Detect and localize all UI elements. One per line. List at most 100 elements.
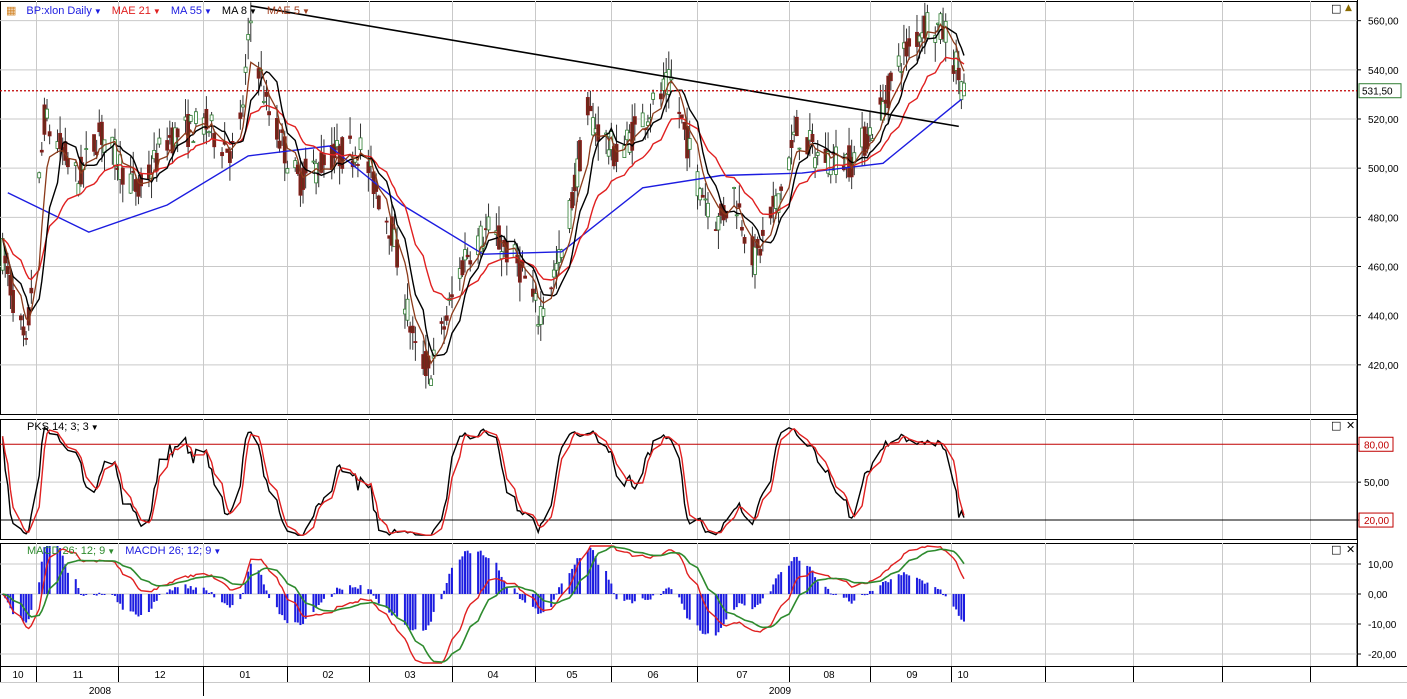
macdh-bar bbox=[592, 550, 595, 594]
candle-body bbox=[907, 38, 912, 47]
candle-body bbox=[536, 324, 541, 327]
candle-body bbox=[740, 226, 744, 231]
candle-body bbox=[768, 206, 773, 219]
macdh-bar bbox=[539, 594, 542, 614]
candle-body bbox=[888, 72, 893, 82]
macdh-bar bbox=[268, 594, 271, 599]
ma55-legend[interactable]: MA 55 ▼ bbox=[171, 5, 212, 17]
macdh-bar bbox=[484, 557, 487, 594]
macdh-bar bbox=[166, 592, 169, 594]
macdh-bar bbox=[257, 570, 260, 594]
candle-body bbox=[559, 249, 564, 258]
macdh-bar bbox=[19, 594, 22, 618]
candle-body bbox=[207, 131, 211, 134]
macdh-bar bbox=[942, 594, 945, 596]
symbol-selector[interactable]: BP:xlon Daily ▼ bbox=[26, 5, 101, 17]
candle-body bbox=[682, 121, 687, 130]
candle-body bbox=[933, 34, 938, 43]
candle-body bbox=[84, 148, 89, 150]
macdh-bar bbox=[427, 594, 430, 626]
candle-body bbox=[614, 143, 619, 162]
macdh-bar bbox=[111, 594, 114, 595]
macdh-legend-item[interactable]: MACDH 26; 12; 9 ▼ bbox=[125, 545, 221, 557]
pk-legend: PKS 14; 3; 3 ▼ bbox=[27, 421, 99, 433]
month-label: 11 bbox=[73, 670, 84, 681]
candle-body bbox=[630, 121, 635, 151]
macdh-bar bbox=[466, 550, 469, 594]
macd-legend-item[interactable]: MACD 26; 12; 9 ▼ bbox=[27, 545, 115, 557]
macdh-bar bbox=[223, 594, 226, 604]
macdh-bar bbox=[367, 589, 370, 594]
candle-body bbox=[21, 326, 26, 336]
ma8-line bbox=[1, 26, 965, 357]
macdh-bar bbox=[388, 594, 391, 613]
pk-main-line bbox=[1, 426, 965, 536]
macdh-bar bbox=[448, 573, 451, 594]
macdh-bar bbox=[957, 594, 960, 616]
candle-body bbox=[486, 216, 491, 231]
chart-icon[interactable]: ▦ bbox=[6, 5, 17, 17]
macdh-bar bbox=[150, 594, 153, 609]
macdh-bar bbox=[414, 594, 417, 630]
macdh-bar bbox=[469, 553, 472, 594]
macdh-bar bbox=[207, 592, 210, 594]
macdh-bar bbox=[48, 546, 51, 594]
candle-body bbox=[335, 140, 339, 148]
macdh-label: MACDH 26; 12; 9 bbox=[125, 545, 212, 557]
macdh-bar bbox=[743, 594, 746, 606]
macdh-bar bbox=[458, 559, 461, 594]
dropdown-arrow-icon: ▼ bbox=[204, 6, 212, 16]
macdh-bar bbox=[338, 588, 341, 594]
macdh-bar bbox=[113, 594, 116, 596]
pk-legend-item[interactable]: PKS 14; 3; 3 ▼ bbox=[27, 421, 99, 433]
chart-type-icon[interactable]: ▲ bbox=[1345, 3, 1352, 13]
macdh-bar bbox=[853, 594, 856, 601]
candle-body bbox=[687, 138, 692, 150]
month-label: 04 bbox=[487, 670, 499, 681]
macdh-bar bbox=[793, 557, 796, 594]
mae5-legend[interactable]: MAE 5 ▼ bbox=[267, 5, 310, 17]
macdh-bar bbox=[944, 594, 947, 597]
macdh-bar bbox=[351, 587, 354, 594]
candle-body bbox=[188, 115, 193, 122]
macdh-bar bbox=[824, 586, 827, 594]
macdh-bar bbox=[900, 575, 903, 594]
window-maximize-icon[interactable]: □ bbox=[1331, 543, 1342, 556]
pk-label: PKS 14; 3; 3 bbox=[27, 421, 89, 433]
candle-body bbox=[256, 68, 261, 79]
close-icon[interactable]: ✕ bbox=[1346, 419, 1356, 432]
candle-body bbox=[695, 171, 700, 197]
macdh-bar bbox=[275, 594, 278, 608]
macdh-bar bbox=[827, 588, 830, 594]
candle-body bbox=[742, 237, 747, 244]
candle-body bbox=[815, 152, 820, 156]
close-icon[interactable]: ✕ bbox=[1346, 543, 1356, 556]
candle-body bbox=[405, 298, 410, 321]
macdh-bar bbox=[239, 594, 242, 600]
macdh-bar bbox=[30, 594, 33, 610]
macdh-bar bbox=[356, 588, 359, 594]
macdh-bar bbox=[939, 589, 942, 594]
year-label: 2008 bbox=[89, 686, 112, 696]
macdh-bar bbox=[247, 571, 250, 594]
candle-body bbox=[165, 140, 170, 151]
pk-level-box bbox=[1358, 512, 1394, 528]
candle-body bbox=[277, 140, 282, 149]
macdh-bar bbox=[40, 561, 43, 594]
macd-legend: MACD 26; 12; 9 ▼ MACDH 26; 12; 9 ▼ bbox=[27, 545, 221, 557]
main-legend: ▦ BP:xlon Daily ▼ MAE 21 ▼ MA 55 ▼ MA 8 ▼ MA… bbox=[6, 4, 310, 18]
macdh-bar bbox=[680, 594, 683, 604]
candle-body bbox=[29, 287, 34, 294]
ma8-legend[interactable]: MA 8 ▼ bbox=[222, 5, 257, 17]
macdh-bar bbox=[524, 594, 527, 603]
window-maximize-icon[interactable]: □ bbox=[1331, 419, 1342, 432]
macdh-bar bbox=[573, 564, 576, 594]
window-maximize-icon[interactable]: □ bbox=[1331, 2, 1342, 15]
macdh-bar bbox=[213, 594, 216, 598]
candle-body bbox=[465, 254, 470, 258]
macdh-bar bbox=[500, 576, 503, 594]
macdh-bar bbox=[158, 594, 161, 595]
mae21-legend[interactable]: MAE 21 ▼ bbox=[112, 5, 161, 17]
macdh-bar bbox=[100, 593, 103, 595]
macdh-bar bbox=[897, 574, 900, 594]
